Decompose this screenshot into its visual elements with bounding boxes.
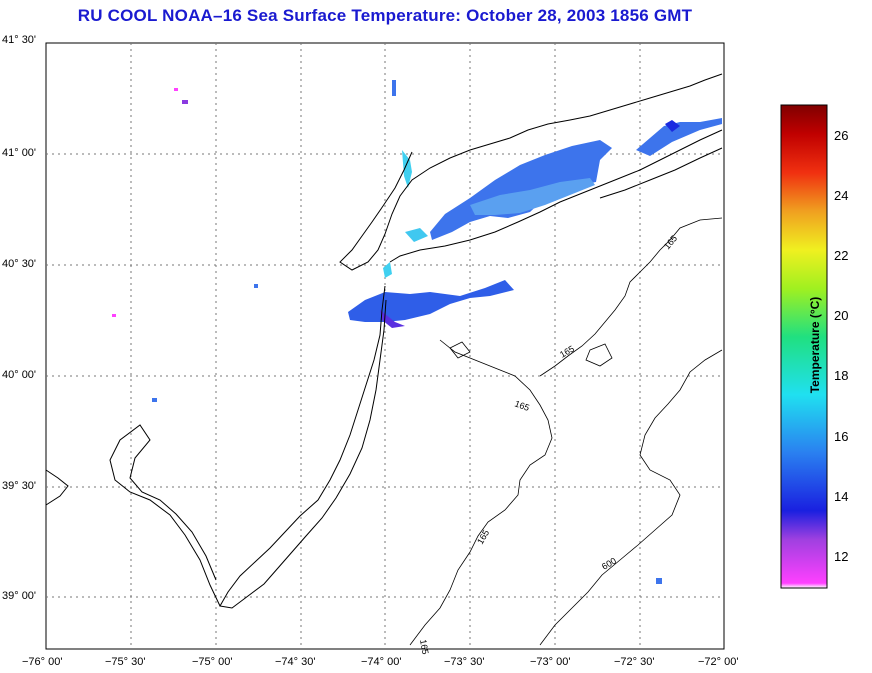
- colorbar-tick: 24: [834, 188, 849, 203]
- sst-patch-cyan-small: [383, 262, 392, 278]
- sst-patch-light: [470, 178, 595, 215]
- lon-label: −73° 30': [444, 656, 485, 668]
- lat-label: 41° 00': [2, 147, 37, 159]
- sst-dot: [174, 88, 178, 91]
- sst-dot: [112, 314, 116, 317]
- lon-label: −72° 30': [614, 656, 655, 668]
- sst-dot: [152, 398, 157, 402]
- bathymetry-contours: [409, 217, 723, 646]
- lon-label: −76° 00': [22, 656, 63, 668]
- colorbar: [780, 104, 828, 589]
- contour-label: 165: [513, 398, 531, 413]
- sst-patch-north: [392, 80, 396, 96]
- lon-label: −74° 00': [361, 656, 402, 668]
- lon-label: −72° 00': [698, 656, 739, 668]
- coastline: [45, 73, 723, 609]
- sst-patch-hudson: [402, 150, 412, 188]
- lon-label: −73° 00': [530, 656, 571, 668]
- lon-label: −74° 30': [275, 656, 316, 668]
- contour-label: 165: [418, 639, 430, 656]
- lon-label: −75° 00': [192, 656, 233, 668]
- colorbar-tick: 26: [834, 128, 849, 143]
- sst-dot: [182, 100, 188, 104]
- lon-label: −75° 30': [105, 656, 146, 668]
- sst-dot: [254, 284, 258, 288]
- lat-label: 39° 00': [2, 590, 37, 602]
- colorbar-tick: 20: [834, 308, 849, 323]
- colorbar-tick: 18: [834, 368, 849, 383]
- sst-patch-dark-blue: [665, 120, 680, 132]
- lat-label: 40° 00': [2, 369, 37, 381]
- map-title: RU COOL NOAA–16 Sea Surface Temperature:…: [77, 6, 693, 25]
- sst-patch-dark: [380, 310, 405, 328]
- sst-dot: [656, 578, 662, 584]
- colorbar-tick: 22: [834, 248, 849, 263]
- lat-label: 39° 30': [2, 480, 37, 492]
- colorbar-tick: 16: [834, 429, 849, 444]
- sst-patch-cyan: [405, 228, 428, 242]
- sst-patch-ny-bight: [348, 280, 514, 322]
- sst-patches: [112, 80, 722, 584]
- sst-patch-east: [636, 118, 722, 156]
- lat-label: 40° 30': [2, 258, 37, 270]
- colorbar-tick: 14: [834, 489, 849, 504]
- colorbar-title: Temperature (°C): [808, 296, 822, 394]
- lat-label: 41° 30': [2, 34, 37, 46]
- colorbar-tick: 12: [834, 549, 849, 564]
- graticule: [46, 43, 724, 649]
